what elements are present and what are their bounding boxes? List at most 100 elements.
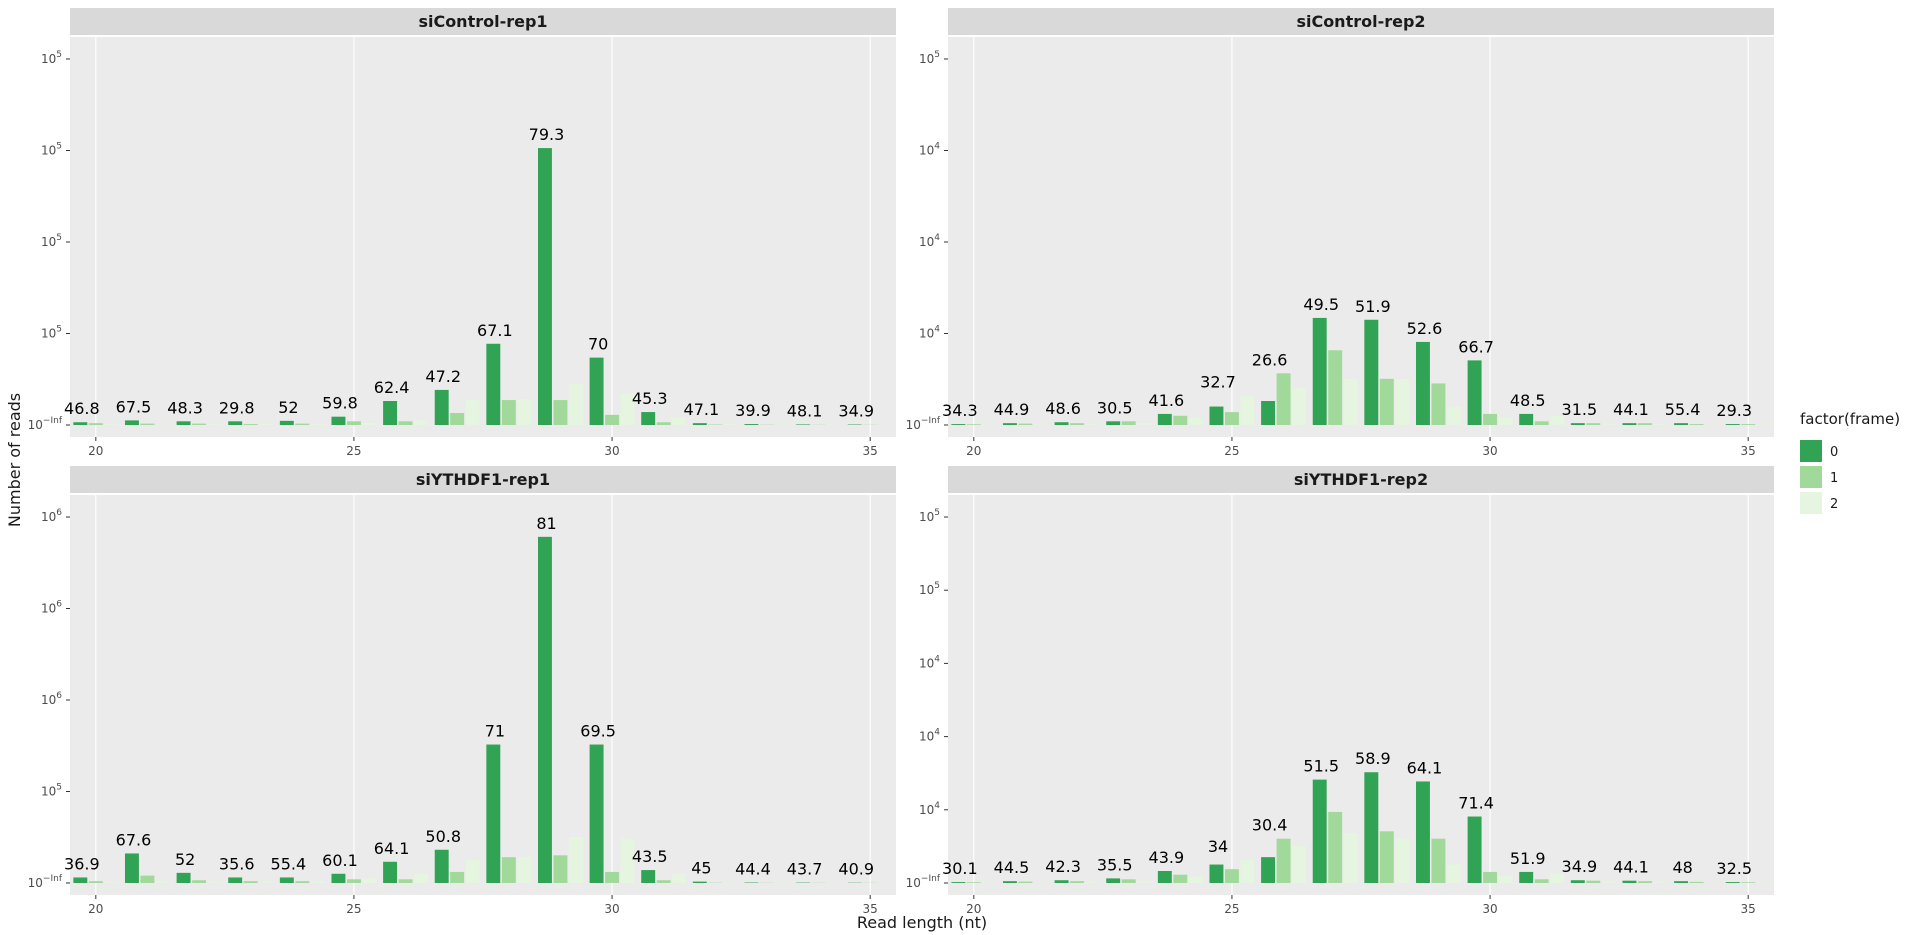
bar	[486, 744, 501, 883]
bar	[1240, 395, 1255, 425]
bar	[1173, 415, 1188, 425]
legend-label: 2	[1830, 497, 1838, 512]
bar-value-label: 43.5	[632, 847, 668, 866]
bar	[966, 424, 981, 425]
y-tick-label: 10−Inf	[28, 416, 63, 432]
bar	[966, 882, 981, 883]
bar	[124, 853, 139, 883]
x-tick-label: 25	[346, 902, 361, 916]
bar-value-label: 67.5	[116, 397, 152, 416]
y-tick-label: 106	[41, 508, 62, 524]
bar	[1586, 880, 1601, 883]
bar	[589, 357, 604, 425]
x-tick-label: 20	[966, 444, 981, 458]
bar-value-label: 47.1	[684, 400, 720, 419]
y-tick-label: 105	[41, 50, 62, 66]
bar	[1570, 423, 1585, 425]
bar-value-label: 50.8	[425, 827, 461, 846]
facet-title: siControl-rep1	[418, 12, 547, 31]
bar	[465, 400, 480, 425]
bar	[1070, 881, 1085, 883]
bar-value-label: 70	[588, 335, 608, 354]
bar-value-label: 46.8	[64, 399, 100, 418]
y-tick-label: 105	[919, 50, 940, 66]
bar	[192, 423, 207, 425]
x-tick-label: 35	[1741, 444, 1756, 458]
bar	[73, 877, 88, 883]
y-tick-label: 104	[919, 142, 940, 158]
bar	[1674, 881, 1689, 883]
bar	[1637, 423, 1652, 425]
bar	[1586, 423, 1601, 425]
bar	[279, 877, 294, 883]
bar-value-label: 34	[1208, 837, 1228, 856]
x-axis-title: Read length (nt)	[857, 913, 987, 932]
bar	[1292, 388, 1307, 425]
bar	[1446, 406, 1461, 425]
y-tick-label: 105	[919, 581, 940, 597]
bar	[1173, 874, 1188, 883]
bar	[1550, 415, 1565, 425]
facet-panel: siYTHDF1-rep2 105 105 104 104 104 10−Inf 20 25 30…	[906, 466, 1774, 916]
bar-value-label: 67.6	[116, 830, 152, 849]
bar	[88, 881, 103, 883]
bar	[1601, 882, 1616, 883]
y-tick-label: 104	[919, 233, 940, 249]
bar	[1276, 373, 1291, 425]
bar-value-label: 48.5	[1510, 391, 1546, 410]
bar	[620, 838, 635, 883]
bar	[295, 881, 310, 883]
x-tick-label: 25	[1224, 902, 1239, 916]
bar	[1483, 413, 1498, 425]
bar	[656, 880, 671, 883]
bar	[486, 343, 501, 425]
bar	[1550, 873, 1565, 883]
bar	[228, 421, 243, 425]
x-tick-label: 20	[966, 902, 981, 916]
bar-value-label: 48.1	[787, 401, 823, 420]
bar	[517, 857, 532, 883]
bar	[398, 879, 413, 883]
bar-value-label: 58.9	[1355, 749, 1391, 768]
bar	[641, 870, 656, 883]
bar	[1137, 423, 1152, 425]
bar-value-label: 52.6	[1407, 319, 1443, 338]
bar	[1622, 423, 1637, 425]
bar	[1431, 383, 1446, 425]
x-tick-label: 30	[1482, 902, 1497, 916]
bar	[1292, 846, 1307, 883]
bar	[656, 422, 671, 425]
bar	[1379, 378, 1394, 425]
bar	[1519, 413, 1534, 425]
bar	[362, 423, 377, 425]
bar	[243, 881, 258, 883]
bar-value-label: 39.9	[735, 401, 771, 420]
bar	[414, 420, 429, 425]
y-axis-title: Number of reads	[5, 393, 24, 527]
bar	[1276, 838, 1291, 883]
facet-title: siControl-rep2	[1296, 12, 1425, 31]
bar	[1483, 871, 1498, 883]
bar	[1224, 869, 1239, 883]
plot-background	[70, 37, 896, 437]
bar	[1085, 424, 1100, 425]
bar	[1741, 424, 1756, 425]
bar	[1188, 876, 1203, 883]
bar	[1343, 833, 1358, 883]
bar-value-label: 44.5	[994, 858, 1030, 877]
bar	[537, 536, 552, 883]
bar-value-label: 26.6	[1252, 350, 1288, 369]
bar	[1622, 880, 1637, 883]
bar	[517, 399, 532, 425]
legend-title: factor(frame)	[1800, 410, 1900, 428]
bar-value-label: 31.5	[1562, 400, 1598, 419]
bar	[1002, 881, 1017, 883]
bar	[1601, 424, 1616, 425]
bar	[1446, 864, 1461, 883]
bar	[1498, 875, 1513, 883]
bar	[1054, 880, 1069, 883]
bar	[295, 423, 310, 425]
bar	[1395, 378, 1410, 425]
bar-value-label: 35.6	[219, 854, 255, 873]
bar-value-label: 32.7	[1200, 372, 1236, 391]
